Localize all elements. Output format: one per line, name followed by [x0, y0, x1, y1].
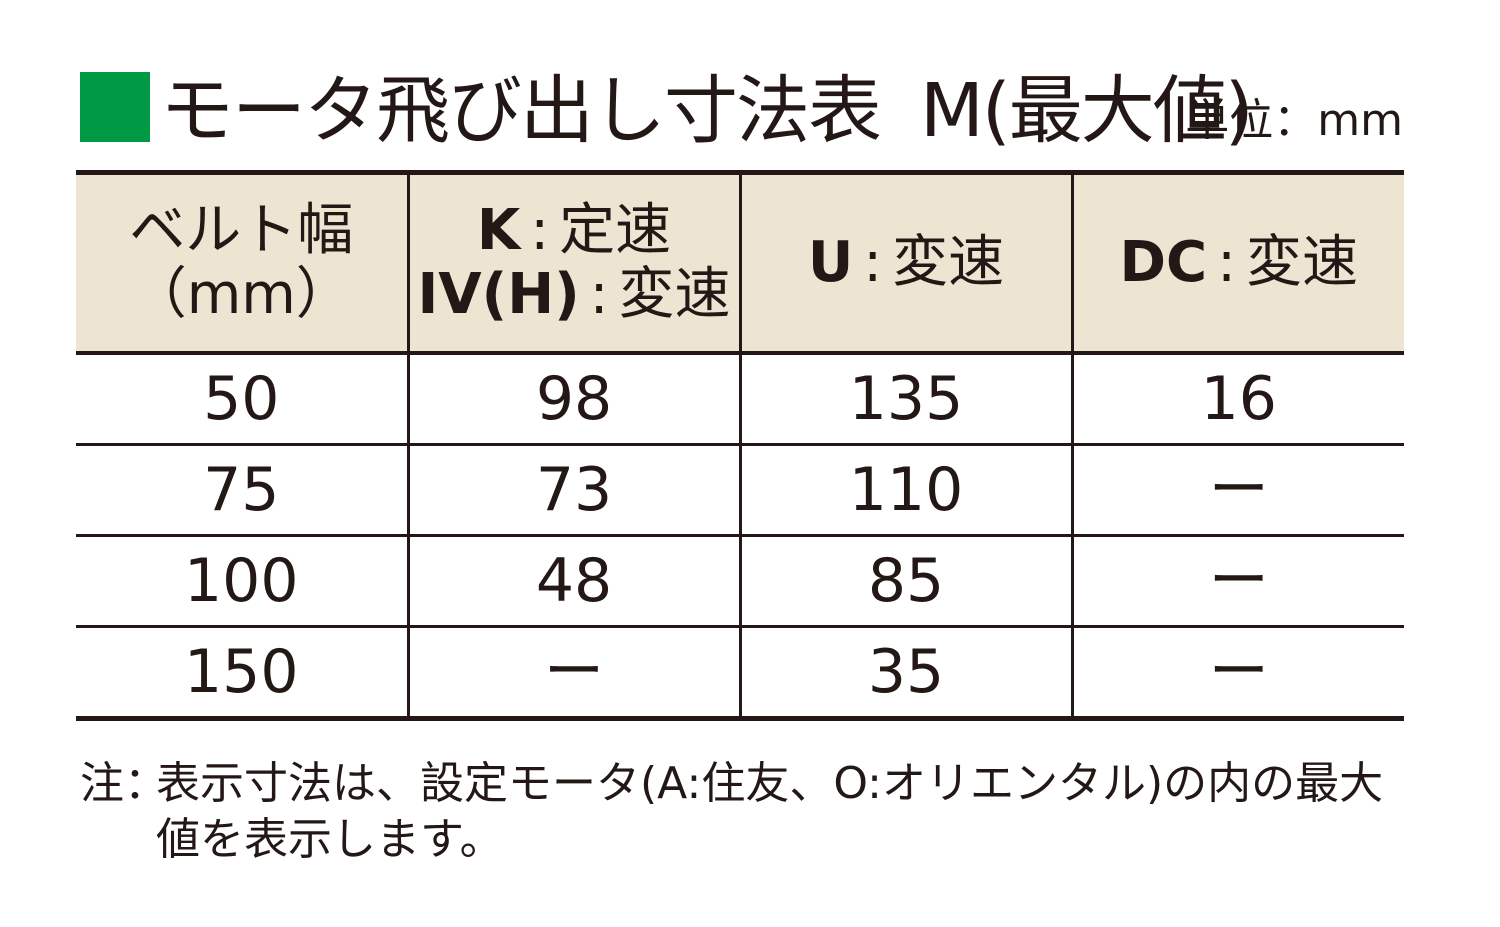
header-u: U: 変速	[738, 172, 1072, 353]
cell-dc: 16	[1070, 353, 1404, 445]
cell-k-iv: ー	[406, 626, 740, 719]
cell-k-iv: 98	[406, 353, 740, 445]
table-row: 150 ー 35 ー	[76, 626, 1404, 719]
header-k: K: 定速	[410, 199, 739, 263]
cell-u: 85	[738, 535, 1072, 627]
table-row: 75 73 110 ー	[76, 444, 1404, 536]
header-iv-code: IV(H)	[417, 262, 580, 327]
table-row: 100 48 85 ー	[76, 535, 1404, 627]
title-code: M(最大値)	[920, 68, 1254, 154]
footnote-mark: 注：	[80, 758, 168, 809]
title-row: モータ飛び出し寸法表 M(最大値) 単位：mm	[80, 60, 1405, 160]
cell-belt-width: 50	[203, 364, 280, 434]
header-iv: IV(H): 変速	[410, 263, 739, 327]
table-row: 50 98 135 16	[76, 353, 1404, 445]
cell-u: 35	[738, 626, 1072, 719]
title-main: モータ飛び出し寸法表	[160, 68, 882, 154]
header-dc-label: 変速	[1245, 230, 1358, 295]
unit-label: 単位：mm	[1185, 95, 1403, 146]
header-u-sep: :	[863, 230, 883, 295]
header-iv-sep: :	[589, 262, 609, 327]
header-k-sep: :	[530, 198, 550, 263]
cell-dc: ー	[1070, 535, 1404, 627]
cell-u: 135	[738, 353, 1072, 445]
header-k-label: 定速	[559, 198, 672, 263]
footnote: 注： 表示寸法は、設定モータ(A:住友、O:オリエンタル)の内の最大値を表示しま…	[80, 756, 1410, 868]
header-iv-label: 変速	[618, 262, 731, 327]
header-dc-code: DC	[1119, 230, 1208, 295]
header-u-code: U	[807, 230, 854, 295]
cell-k-iv: 48	[406, 535, 740, 627]
cell-k-iv: 73	[406, 444, 740, 536]
dimension-table: ベルト幅 （mm） K: 定速 IV(H): 変速 U: 変速 DC: 変速 50 98…	[76, 170, 1404, 721]
cell-dc: ー	[1070, 444, 1404, 536]
cell-belt-width: 150	[183, 637, 299, 707]
page-title: モータ飛び出し寸法表 M(最大値)	[160, 66, 1254, 156]
header-row: ベルト幅 （mm） K: 定速 IV(H): 変速 U: 変速 DC: 変速	[76, 172, 1404, 353]
header-belt-width-line2: （mm）	[130, 262, 352, 327]
footnote-text: 表示寸法は、設定モータ(A:住友、O:オリエンタル)の内の最大値を表示します。	[156, 758, 1384, 865]
header-k-iv: K: 定速 IV(H): 変速	[406, 172, 740, 353]
header-k-code: K	[476, 198, 521, 263]
cell-belt-width: 100	[183, 546, 299, 616]
header-dc-sep: :	[1217, 230, 1236, 295]
cell-dc: ー	[1070, 626, 1404, 719]
header-belt-width-line1: ベルト幅	[129, 198, 354, 263]
header-belt-width: ベルト幅 （mm）	[76, 172, 408, 353]
cell-belt-width: 75	[203, 455, 280, 525]
header-dc: DC: 変速	[1070, 172, 1404, 353]
header-u-label: 変速	[892, 230, 1005, 295]
cell-u: 110	[738, 444, 1072, 536]
title-marker	[80, 72, 150, 142]
